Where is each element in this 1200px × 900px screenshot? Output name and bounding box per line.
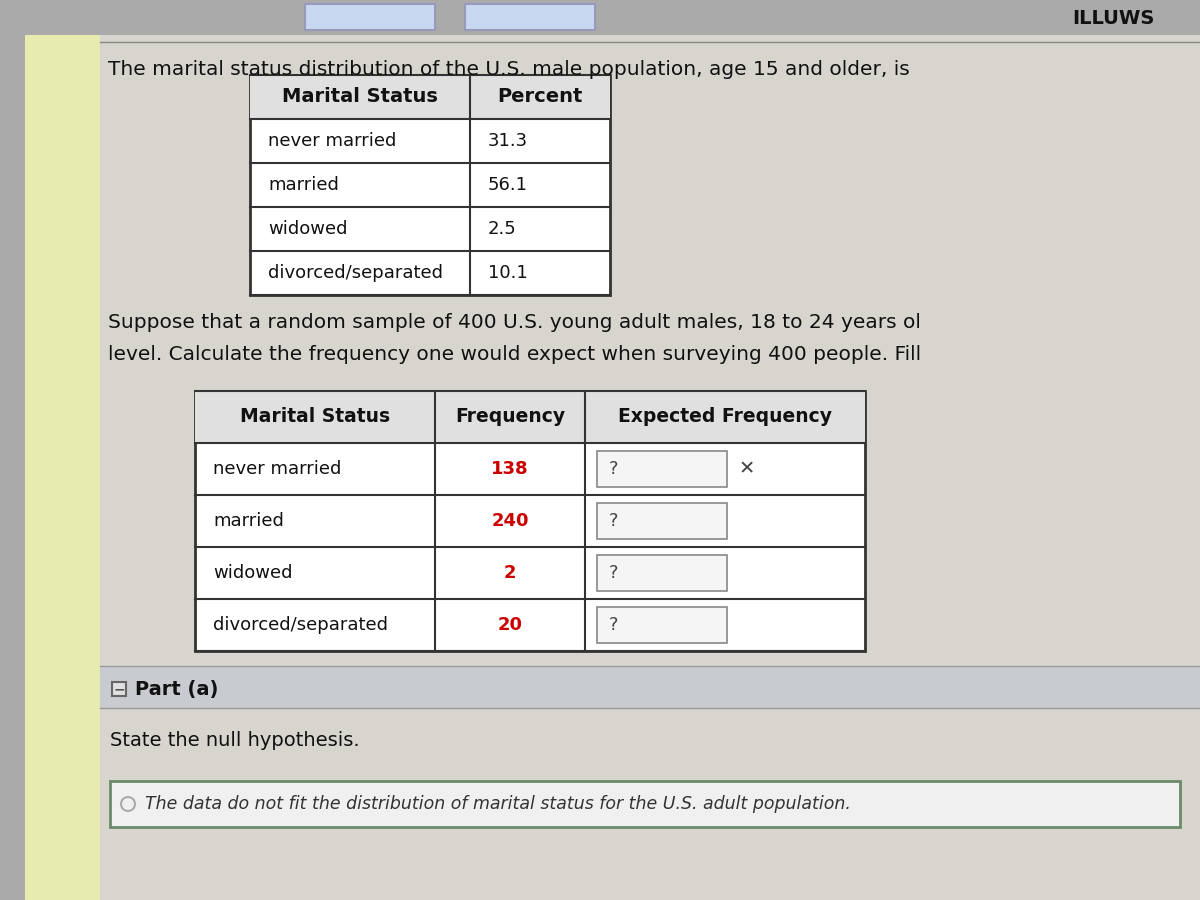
FancyBboxPatch shape [110, 781, 1180, 827]
FancyBboxPatch shape [194, 391, 865, 443]
FancyBboxPatch shape [112, 682, 126, 696]
FancyBboxPatch shape [305, 4, 436, 30]
Text: ?: ? [610, 460, 618, 478]
Text: 138: 138 [491, 460, 529, 478]
Text: 56.1: 56.1 [488, 176, 528, 194]
FancyBboxPatch shape [598, 607, 727, 643]
Text: married: married [214, 512, 284, 530]
FancyBboxPatch shape [194, 391, 865, 651]
FancyBboxPatch shape [0, 35, 25, 900]
Text: Part (a): Part (a) [134, 680, 218, 698]
FancyBboxPatch shape [25, 35, 100, 900]
Text: 10.1: 10.1 [488, 264, 528, 282]
Text: −: − [113, 682, 125, 696]
Text: The data do not fit the distribution of marital status for the U.S. adult popula: The data do not fit the distribution of … [145, 795, 851, 813]
Text: never married: never married [214, 460, 341, 478]
FancyBboxPatch shape [100, 35, 1200, 900]
Text: Expected Frequency: Expected Frequency [618, 408, 832, 427]
Text: widowed: widowed [214, 564, 293, 582]
Text: 31.3: 31.3 [488, 132, 528, 150]
FancyBboxPatch shape [250, 75, 610, 119]
Text: 240: 240 [491, 512, 529, 530]
Text: level. Calculate the frequency one would expect when surveying 400 people. Fill: level. Calculate the frequency one would… [108, 345, 922, 364]
Text: married: married [268, 176, 338, 194]
Text: ?: ? [610, 564, 618, 582]
Text: Marital Status: Marital Status [240, 408, 390, 427]
Text: Percent: Percent [497, 87, 583, 106]
Text: 2.5: 2.5 [488, 220, 517, 238]
FancyBboxPatch shape [598, 451, 727, 487]
FancyBboxPatch shape [100, 666, 1200, 708]
FancyBboxPatch shape [250, 75, 610, 295]
Text: Suppose that a random sample of 400 U.S. young adult males, 18 to 24 years ol: Suppose that a random sample of 400 U.S.… [108, 313, 920, 332]
Text: Marital Status: Marital Status [282, 87, 438, 106]
Text: 2: 2 [504, 564, 516, 582]
Text: ?: ? [610, 512, 618, 530]
FancyBboxPatch shape [598, 503, 727, 539]
Text: ✕: ✕ [739, 460, 755, 479]
Text: The marital status distribution of the U.S. male population, age 15 and older, i: The marital status distribution of the U… [108, 60, 910, 79]
Text: never married: never married [268, 132, 396, 150]
Text: ILLUWS: ILLUWS [1073, 8, 1154, 28]
Text: divorced/separated: divorced/separated [268, 264, 443, 282]
Text: 20: 20 [498, 616, 522, 634]
Text: widowed: widowed [268, 220, 348, 238]
Text: ?: ? [610, 616, 618, 634]
FancyBboxPatch shape [598, 555, 727, 591]
FancyBboxPatch shape [0, 0, 1200, 35]
Text: divorced/separated: divorced/separated [214, 616, 388, 634]
Text: Frequency: Frequency [455, 408, 565, 427]
FancyBboxPatch shape [466, 4, 595, 30]
Text: State the null hypothesis.: State the null hypothesis. [110, 731, 360, 750]
